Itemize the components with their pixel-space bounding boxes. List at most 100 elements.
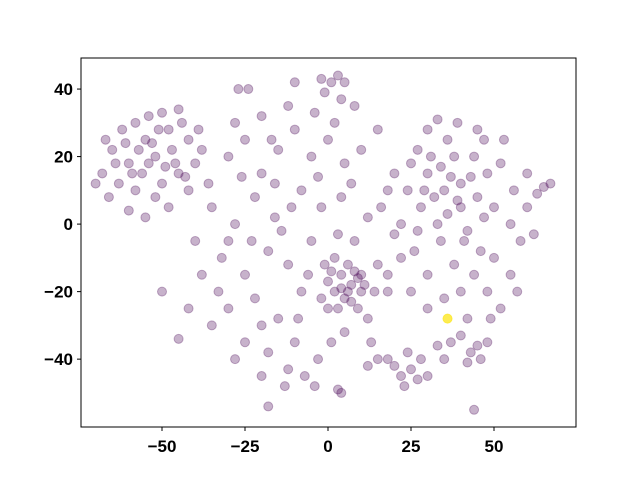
point — [396, 252, 407, 263]
point — [143, 111, 154, 122]
point — [342, 259, 353, 270]
point — [356, 286, 367, 297]
point — [479, 134, 490, 145]
point — [319, 87, 330, 98]
point — [482, 168, 493, 179]
point — [323, 303, 334, 314]
point — [332, 70, 343, 81]
point — [522, 202, 533, 213]
point — [445, 171, 456, 182]
point — [326, 77, 337, 88]
point — [495, 158, 506, 169]
point — [512, 286, 523, 297]
point — [459, 235, 470, 246]
point — [422, 168, 433, 179]
point — [127, 168, 138, 179]
point — [130, 117, 141, 128]
point — [256, 111, 267, 122]
point — [399, 381, 410, 392]
point — [323, 134, 334, 145]
point — [352, 273, 363, 284]
point — [362, 360, 373, 371]
point — [263, 246, 274, 257]
point — [332, 229, 343, 240]
point — [462, 357, 473, 368]
point — [316, 293, 327, 304]
point — [293, 313, 304, 324]
point — [140, 134, 151, 145]
point — [462, 225, 473, 236]
point — [319, 259, 330, 270]
point — [97, 168, 108, 179]
point — [266, 134, 277, 145]
point — [455, 286, 466, 297]
x-tick-label: −50 — [148, 437, 177, 456]
point — [296, 286, 307, 297]
plot-frame — [80, 57, 577, 428]
point — [515, 235, 526, 246]
point — [449, 151, 460, 162]
point — [143, 158, 154, 169]
point — [439, 354, 450, 365]
point — [498, 134, 509, 145]
point — [173, 104, 184, 115]
point — [346, 279, 357, 290]
point — [472, 124, 483, 135]
point — [412, 225, 423, 236]
point — [123, 158, 134, 169]
point — [389, 229, 400, 240]
point — [505, 219, 516, 230]
point — [173, 168, 184, 179]
x-tick-label: 50 — [485, 437, 504, 456]
point — [465, 347, 476, 358]
point — [323, 276, 334, 287]
point — [283, 100, 294, 111]
point — [472, 192, 483, 203]
point — [356, 269, 367, 280]
point — [336, 94, 347, 105]
point — [432, 114, 443, 125]
point — [415, 202, 426, 213]
point — [117, 124, 128, 135]
point — [389, 168, 400, 179]
point — [449, 259, 460, 270]
y-tick-label: 0 — [64, 215, 73, 234]
point — [303, 269, 314, 280]
point — [455, 330, 466, 341]
point — [475, 354, 486, 365]
point — [190, 158, 201, 169]
point — [339, 158, 350, 169]
point — [475, 246, 486, 257]
point — [455, 178, 466, 189]
point — [488, 252, 499, 263]
point — [90, 178, 101, 189]
point — [157, 107, 168, 118]
point — [296, 185, 307, 196]
point — [356, 144, 367, 155]
point — [479, 212, 490, 223]
point — [306, 151, 317, 162]
point — [329, 286, 340, 297]
point — [193, 124, 204, 135]
point — [532, 188, 543, 199]
y-tick-label: 40 — [54, 80, 73, 99]
point — [482, 337, 493, 348]
point — [488, 202, 499, 213]
point — [283, 259, 294, 270]
point — [133, 144, 144, 155]
x-tick-label: 0 — [323, 437, 332, 456]
point — [439, 185, 450, 196]
point — [326, 337, 337, 348]
point — [346, 296, 357, 307]
point — [452, 117, 463, 128]
point — [223, 151, 234, 162]
point — [183, 134, 194, 145]
point — [166, 144, 177, 155]
point — [313, 354, 324, 365]
point — [249, 192, 260, 203]
point — [147, 138, 158, 149]
point — [382, 269, 393, 280]
point — [130, 185, 141, 196]
point — [170, 158, 181, 169]
